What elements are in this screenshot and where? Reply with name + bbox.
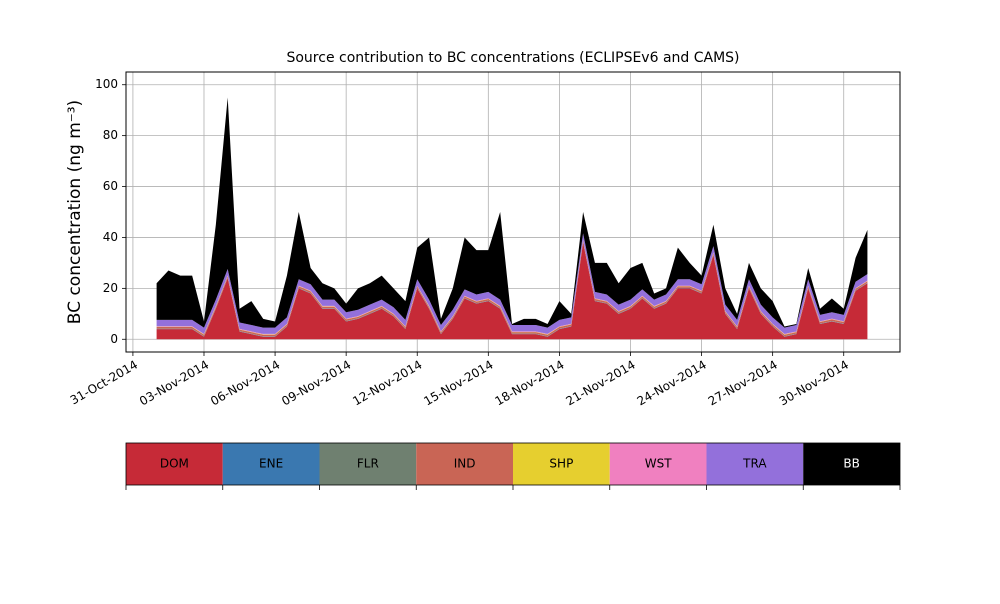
legend-label: FLR xyxy=(357,457,379,471)
area xyxy=(156,97,868,328)
legend-swatch xyxy=(319,443,417,485)
y-tick-label: 20 xyxy=(103,281,118,295)
legend-frame xyxy=(125,442,901,486)
y-axis-label: BC concentration (ng m⁻³) xyxy=(65,100,85,324)
legend-swatch xyxy=(416,443,513,485)
x-tick-label: 27-Nov-2014 xyxy=(706,358,780,409)
legend-label: SHP xyxy=(549,457,573,471)
legend-label: TRA xyxy=(742,457,767,471)
area xyxy=(156,242,868,340)
chart-title: Source contribution to BC concentrations… xyxy=(286,50,739,66)
y-tick-label: 80 xyxy=(103,128,118,142)
area xyxy=(156,233,868,334)
legend-label: WST xyxy=(645,457,672,471)
x-tick-label: 30-Nov-2014 xyxy=(777,358,851,409)
x-tick-label: 12-Nov-2014 xyxy=(350,358,424,409)
legend-swatch xyxy=(126,443,223,485)
y-tick-label: 60 xyxy=(103,179,118,193)
x-tick-label: 18-Nov-2014 xyxy=(492,358,566,409)
y-tick-label: 40 xyxy=(103,230,118,244)
legend-swatch xyxy=(513,443,610,485)
legend-swatch xyxy=(222,443,320,485)
x-tick-label: 06-Nov-2014 xyxy=(208,358,282,409)
x-tick-label: 21-Nov-2014 xyxy=(564,358,638,409)
legend-label: ENE xyxy=(259,457,283,471)
legend-swatch xyxy=(706,443,804,485)
legend-label: DOM xyxy=(160,457,189,471)
x-tick-label: 03-Nov-2014 xyxy=(137,358,211,409)
y-tick-label: 100 xyxy=(95,77,118,91)
legend-label: BB xyxy=(843,457,859,471)
x-tick-label: 31-Oct-2014 xyxy=(68,358,140,408)
y-tick-label: 0 xyxy=(110,332,118,346)
x-tick-label: 15-Nov-2014 xyxy=(421,358,495,409)
legend-swatch xyxy=(609,443,707,485)
plot-frame xyxy=(125,71,901,353)
legend-label: IND xyxy=(454,457,476,471)
x-tick-label: 09-Nov-2014 xyxy=(279,358,353,409)
legend-ticks xyxy=(125,485,901,490)
x-tick-label: 24-Nov-2014 xyxy=(635,358,709,409)
legend-swatch xyxy=(803,443,900,485)
